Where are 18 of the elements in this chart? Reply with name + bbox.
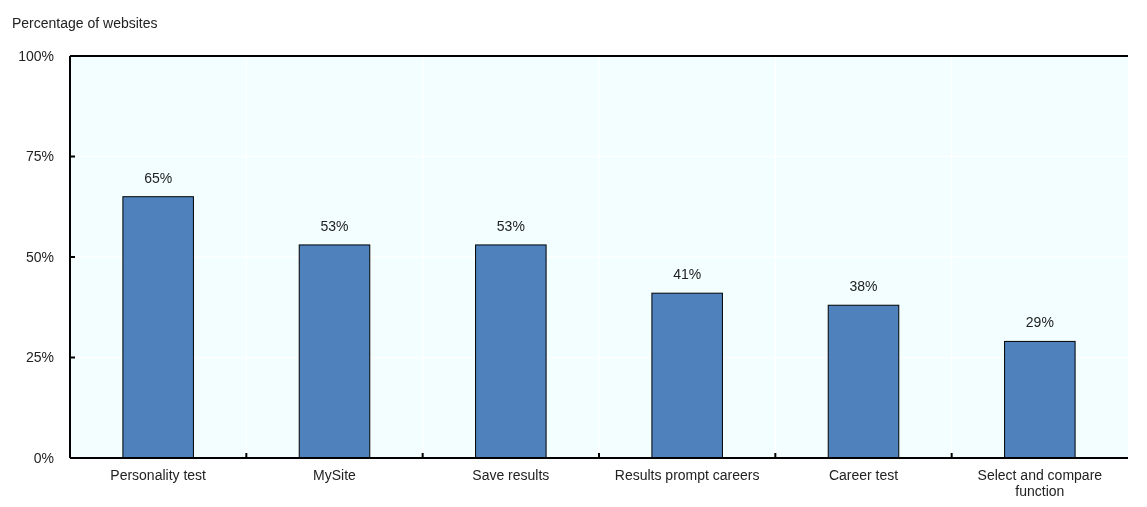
data-label: 53% [496,217,525,234]
data-label: 65% [144,169,173,186]
data-label: 38% [849,278,878,295]
x-tick-label: Results prompt careers [614,467,760,483]
data-label: 41% [673,266,702,283]
y-tick-label: 25% [25,349,54,366]
data-label: 29% [1025,314,1054,331]
y-tick-label: 75% [25,148,54,165]
y-tick-label: 0% [33,449,54,466]
y-axis-title: Percentage of websites [12,15,158,31]
x-tick-label: Career test [828,467,899,483]
x-tick-label: Save results [472,467,550,483]
x-tick-label: Select and compare function [977,467,1103,499]
data-label: 53% [320,217,349,234]
y-tick-label: 100% [18,47,54,64]
x-tick-label: Personality test [110,467,207,483]
y-tick-label: 50% [25,248,54,265]
x-tick-label: MySite [313,467,357,483]
